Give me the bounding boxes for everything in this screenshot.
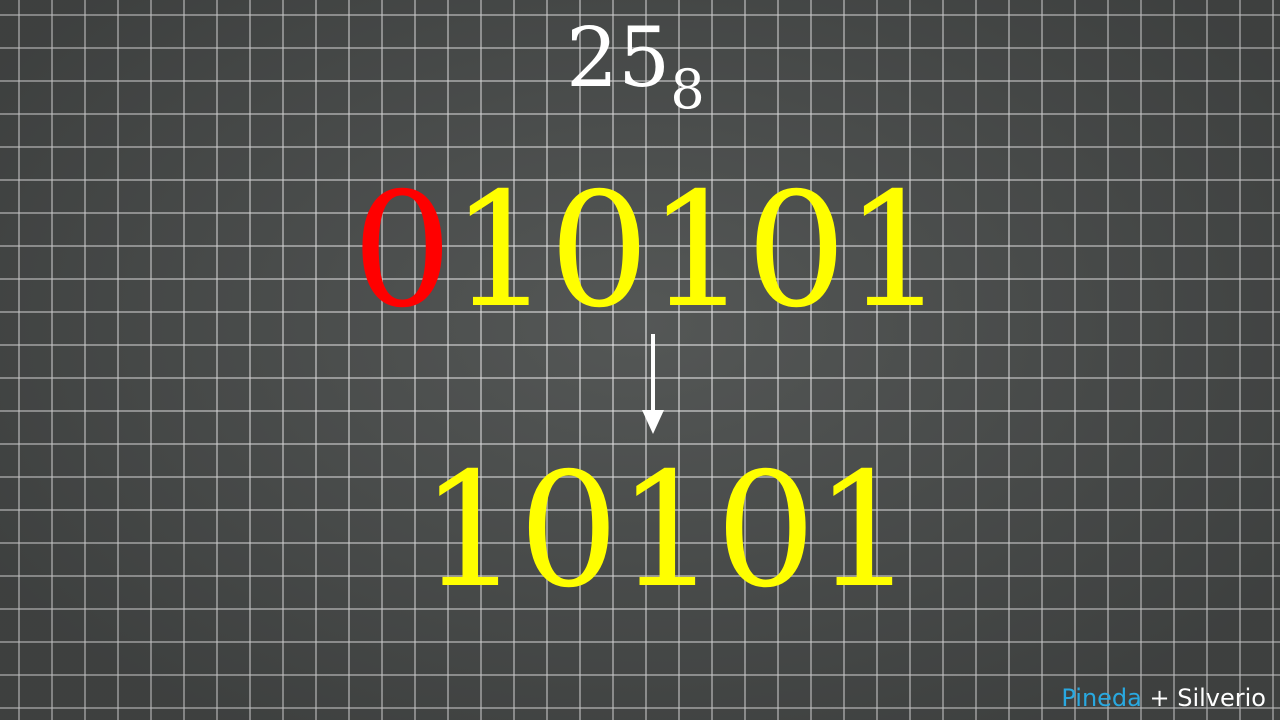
binary-result-number: 10101 [420, 439, 915, 623]
credit-second-name: Silverio [1177, 684, 1266, 712]
author-credit: Pineda + Silverio [1061, 684, 1266, 712]
leading-zero: 0 [352, 159, 453, 343]
binary-digits: 10101 [450, 159, 946, 343]
credit-separator: + [1141, 684, 1178, 712]
octal-number: 258 [566, 18, 705, 117]
base-subscript: 8 [670, 58, 705, 121]
octal-digits: 25 [566, 11, 671, 106]
credit-first-name: Pineda [1061, 684, 1142, 712]
binary-padded-number: 010101 [352, 172, 945, 330]
down-arrow-icon [642, 334, 664, 434]
